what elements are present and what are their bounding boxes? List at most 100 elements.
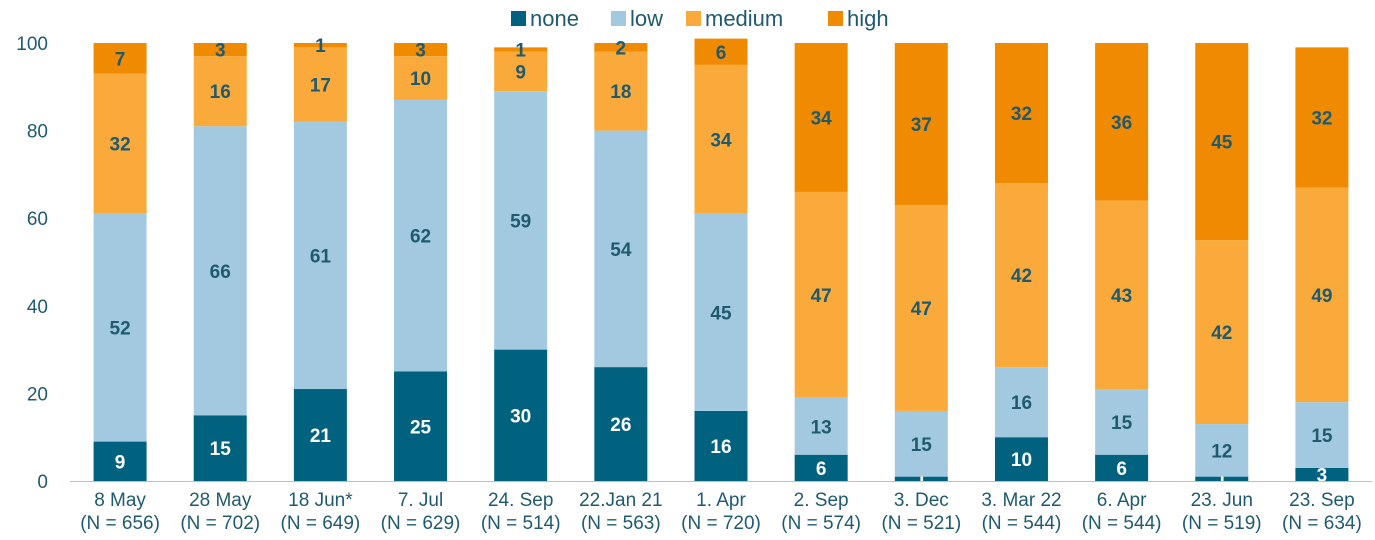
data-label-medium: 10 xyxy=(410,69,431,90)
data-label-low: 12 xyxy=(1211,441,1232,462)
data-label-medium: 42 xyxy=(1211,323,1232,344)
bar-segment-high xyxy=(1195,43,1249,241)
bar-segment-high xyxy=(1095,43,1149,201)
data-label-high: 2 xyxy=(616,38,627,59)
data-label-none: 1 xyxy=(916,470,927,491)
legend-swatch-none xyxy=(511,11,526,26)
data-label-high: 34 xyxy=(811,108,833,129)
data-label-none: 30 xyxy=(510,406,531,427)
data-label-medium: 32 xyxy=(110,135,131,156)
x-tick-label: 23. Sep (N = 634) xyxy=(1282,490,1362,534)
bar-segment-low xyxy=(1295,402,1349,468)
bar-segment-low xyxy=(894,410,948,477)
bar-segment-none xyxy=(694,410,748,481)
data-label-none: 9 xyxy=(115,452,126,473)
data-label-high: 32 xyxy=(1311,108,1332,129)
bar-segment-high xyxy=(594,43,648,52)
data-label-none: 16 xyxy=(710,437,731,458)
bar-segment-low xyxy=(93,213,147,442)
data-label-medium: 34 xyxy=(710,130,732,151)
data-label-medium: 47 xyxy=(911,299,932,320)
data-label-medium: 43 xyxy=(1111,286,1132,307)
x-tick-label: 22.Jan 21 (N = 563) xyxy=(579,490,662,534)
data-label-low: 59 xyxy=(510,211,531,232)
data-label-medium: 16 xyxy=(210,82,231,103)
data-label-low: 15 xyxy=(1111,413,1133,434)
data-label-high: 6 xyxy=(716,43,727,64)
data-label-high: 32 xyxy=(1011,104,1032,125)
bar-segment-high xyxy=(193,43,247,57)
bar-segment-medium xyxy=(994,183,1048,368)
data-label-none: 10 xyxy=(1011,450,1032,471)
bar-segment-low xyxy=(1095,389,1149,455)
x-tick-label: 1. Apr (N = 720) xyxy=(681,490,761,534)
bar-segment-medium xyxy=(93,73,147,214)
x-axis: 8 May (N = 656) 28 May (N = 702) 18 Jun* (N =… xyxy=(70,481,1372,534)
bar-segment-none xyxy=(394,371,448,481)
bar-segment-low xyxy=(794,397,848,455)
data-label-high: 3 xyxy=(415,41,426,62)
bar-segment-none xyxy=(293,389,347,481)
data-label-medium: 49 xyxy=(1311,286,1332,307)
data-label-high: 3 xyxy=(215,41,226,62)
data-label-low: 45 xyxy=(710,303,732,324)
data-label-low: 15 xyxy=(911,435,933,456)
data-label-low: 52 xyxy=(110,319,131,340)
data-label-none: 6 xyxy=(1116,459,1127,480)
data-label-low: 15 xyxy=(1311,426,1333,447)
bar-segment-low xyxy=(394,99,448,372)
data-label-medium: 18 xyxy=(610,82,631,103)
bar-segment-high xyxy=(894,43,948,206)
data-label-none: 26 xyxy=(610,415,631,436)
bar-segment-high xyxy=(694,38,748,65)
y-tick-label: 40 xyxy=(27,297,48,318)
legend-swatch-low xyxy=(611,11,626,26)
data-label-medium: 17 xyxy=(310,76,331,97)
bar-segment-high xyxy=(494,47,548,52)
bar-segment-none xyxy=(1295,467,1349,481)
bar-segment-medium xyxy=(293,47,347,122)
data-label-none: 21 xyxy=(310,426,332,447)
bar-segment-low xyxy=(594,130,648,368)
bar-segment-none xyxy=(894,476,948,481)
legend-swatch-high xyxy=(828,11,843,26)
x-tick-label: 18 Jun* (N = 649) xyxy=(281,490,361,534)
x-tick-label: 3. Dec (N = 521) xyxy=(881,490,961,534)
legend-label-low: low xyxy=(630,6,663,31)
bars: 9523271566163216117125621033059912654182… xyxy=(93,36,1349,491)
x-tick-label: 28 May (N = 702) xyxy=(180,490,260,534)
bar-segment-high xyxy=(794,43,848,192)
bar-segment-low xyxy=(994,367,1048,438)
data-label-medium: 9 xyxy=(515,62,526,83)
data-label-high: 45 xyxy=(1211,133,1233,154)
data-label-medium: 47 xyxy=(811,286,832,307)
bar-segment-none xyxy=(994,437,1048,481)
bar-segment-low xyxy=(193,126,247,416)
legend-label-medium: medium xyxy=(705,6,783,31)
bar-segment-high xyxy=(994,43,1048,184)
data-label-high: 37 xyxy=(911,115,932,136)
data-label-none: 25 xyxy=(410,417,432,438)
bar-segment-low xyxy=(1195,424,1249,477)
bar-segment-none xyxy=(594,367,648,481)
data-label-low: 61 xyxy=(310,246,332,267)
y-tick-label: 0 xyxy=(37,472,48,493)
x-tick-label: 2. Sep (N = 574) xyxy=(781,490,861,534)
x-tick-label: 6. Apr (N = 544) xyxy=(1082,490,1162,534)
bar-segment-medium xyxy=(1295,187,1349,403)
bar-segment-none xyxy=(1195,476,1249,481)
bar-segment-low xyxy=(293,121,347,390)
y-tick-label: 20 xyxy=(27,384,48,405)
bar-segment-medium xyxy=(1195,240,1249,425)
bar-segment-medium xyxy=(394,56,448,100)
bar-segment-medium xyxy=(594,51,648,131)
data-label-none: 1 xyxy=(1216,470,1227,491)
bar-segment-high xyxy=(1295,47,1349,188)
y-axis: 0 20 40 60 80 100 xyxy=(16,34,48,493)
legend-label-none: none xyxy=(530,6,579,31)
bar-segment-low xyxy=(494,91,548,350)
data-label-high: 36 xyxy=(1111,113,1132,134)
data-label-low: 13 xyxy=(811,417,832,438)
data-label-none: 15 xyxy=(210,439,232,460)
x-tick-label: 3. Mar 22 (N = 544) xyxy=(981,490,1061,534)
